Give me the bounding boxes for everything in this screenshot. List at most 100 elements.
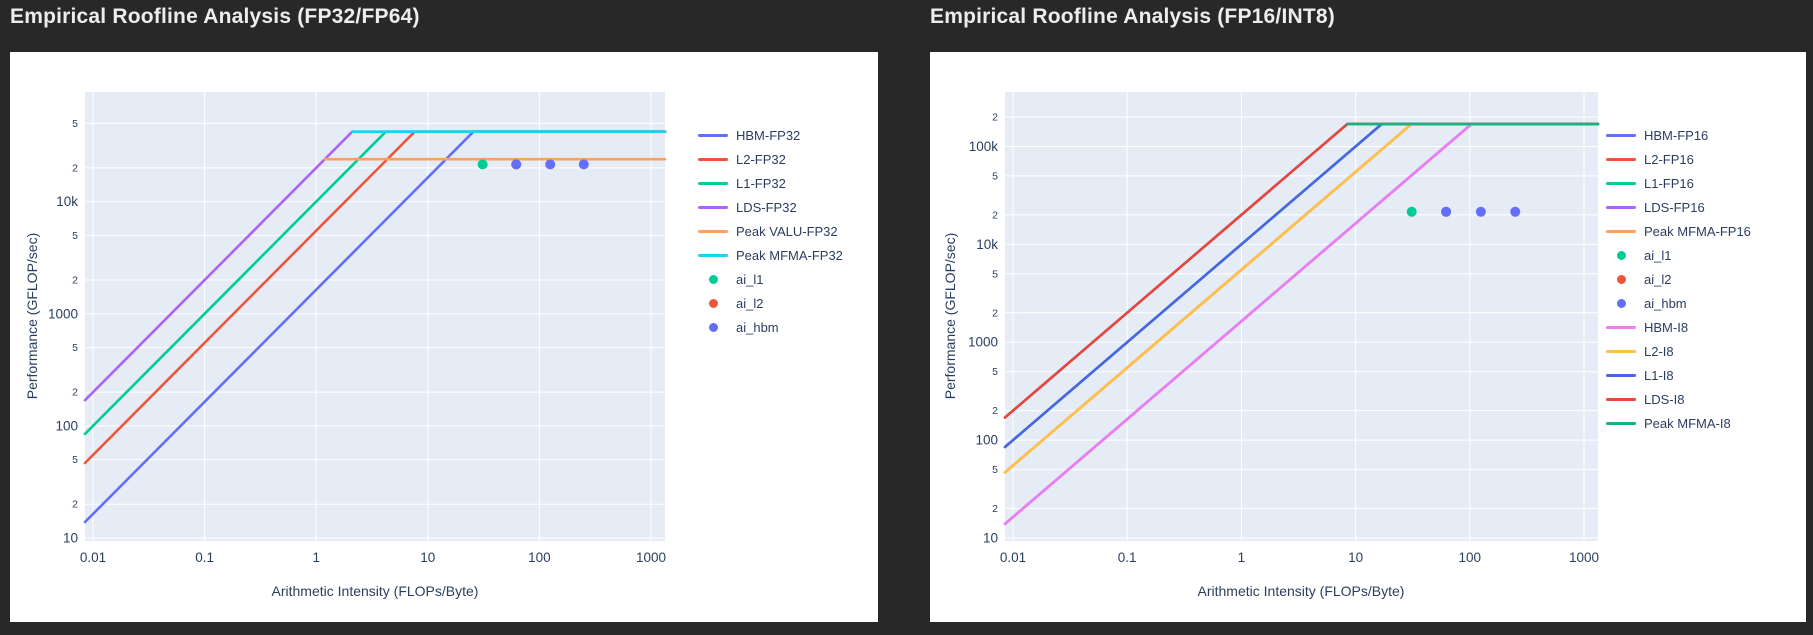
y-tick-label: 1000 bbox=[968, 335, 998, 350]
x-tick-label: 100 bbox=[1459, 550, 1482, 565]
data-point-ai_hbm[interactable] bbox=[1475, 206, 1486, 217]
roofline-card-fp32: 0.01 0.1 1 10 100 1000 10 2 5 100 2 5 1000 2 5 10k 2 5 Pe… bbox=[10, 52, 878, 622]
data-point-ai_hbm[interactable] bbox=[1441, 206, 1452, 217]
y-tick-label: 2 bbox=[992, 209, 998, 221]
y-axis-label: Performance (GFLOP/sec) bbox=[942, 232, 958, 400]
legend-item-l1-fp32[interactable]: L1-FP32 bbox=[698, 171, 843, 195]
y-tick-label: 10 bbox=[63, 531, 78, 546]
legend-item-l1-fp16[interactable]: L1-FP16 bbox=[1606, 171, 1751, 195]
legend-label: ai_l2 bbox=[1644, 271, 1672, 287]
legend-label: L1-FP32 bbox=[736, 175, 786, 191]
x-axis-label: Arithmetic Intensity (FLOPs/Byte) bbox=[1197, 583, 1405, 599]
chart-title-fp16-int8: Empirical Roofline Analysis (FP16/INT8) bbox=[930, 5, 1335, 28]
legend-item-ai-l2[interactable]: ai_l2 bbox=[1606, 267, 1751, 291]
y-tick-label: 10 bbox=[983, 531, 998, 546]
legend-item-ai-hbm[interactable]: ai_hbm bbox=[698, 315, 843, 339]
y-tick-label: 5 bbox=[72, 118, 78, 130]
legend-line-icon bbox=[698, 229, 728, 233]
y-tick-label: 5 bbox=[992, 464, 998, 476]
legend-item-l2-fp32[interactable]: L2-FP32 bbox=[698, 147, 843, 171]
x-tick-label: 10 bbox=[420, 550, 435, 565]
legend-line-icon bbox=[1606, 397, 1636, 401]
chart-title-fp32: Empirical Roofline Analysis (FP32/FP64) bbox=[10, 5, 420, 28]
x-tick-label: 1 bbox=[312, 550, 320, 565]
data-point-ai_l1[interactable] bbox=[1406, 206, 1417, 217]
legend-label: L1-I8 bbox=[1644, 367, 1674, 383]
legend-label: LDS-I8 bbox=[1644, 391, 1685, 407]
x-tick-label: 0.01 bbox=[1000, 550, 1026, 565]
legend-label: LDS-FP32 bbox=[736, 199, 797, 215]
legend-label: Peak MFMA-I8 bbox=[1644, 415, 1731, 431]
legend-marker-icon bbox=[698, 298, 728, 308]
y-tick-label: 10k bbox=[976, 237, 998, 252]
x-tick-label: 0.1 bbox=[1118, 550, 1137, 565]
legend-label: L2-FP32 bbox=[736, 151, 786, 167]
data-point-ai_hbm[interactable] bbox=[511, 159, 522, 170]
x-tick-label: 0.01 bbox=[80, 550, 106, 565]
legend-label: ai_l2 bbox=[736, 295, 764, 311]
legend-item-ai-l2[interactable]: ai_l2 bbox=[698, 291, 843, 315]
y-tick-label: 2 bbox=[992, 503, 998, 515]
y-tick-label: 2 bbox=[72, 274, 78, 286]
legend-item-peak-mfma-i8[interactable]: Peak MFMA-I8 bbox=[1606, 411, 1751, 435]
legend-item-hbm-fp16[interactable]: HBM-FP16 bbox=[1606, 123, 1751, 147]
legend-line-icon bbox=[1606, 325, 1636, 329]
y-tick-label: 10k bbox=[56, 194, 78, 209]
data-point-ai_l1[interactable] bbox=[477, 159, 488, 170]
y-tick-label: 2 bbox=[72, 162, 78, 174]
plot-area[interactable] bbox=[1005, 92, 1598, 541]
legend-line-icon bbox=[698, 253, 728, 257]
legend-line-icon bbox=[698, 205, 728, 209]
legend-item-peak-valu-fp32[interactable]: Peak VALU-FP32 bbox=[698, 219, 843, 243]
y-tick-label: 5 bbox=[992, 268, 998, 280]
data-point-ai_hbm[interactable] bbox=[545, 159, 556, 170]
y-tick-label: 2 bbox=[72, 387, 78, 399]
roofline-plot-fp32[interactable]: 0.01 0.1 1 10 100 1000 10 2 5 100 2 5 1000 2 5 10k 2 5 bbox=[10, 52, 878, 622]
legend-line-icon bbox=[1606, 373, 1636, 377]
legend-label: L2-I8 bbox=[1644, 343, 1674, 359]
y-tick-label: 5 bbox=[992, 366, 998, 378]
legend-label: ai_hbm bbox=[736, 319, 779, 335]
legend-item-hbm-fp32[interactable]: HBM-FP32 bbox=[698, 123, 843, 147]
legend-item-l2-fp16[interactable]: L2-FP16 bbox=[1606, 147, 1751, 171]
y-tick-label: 5 bbox=[72, 454, 78, 466]
y-tick-label: 2 bbox=[72, 499, 78, 511]
legend-item-lds-fp16[interactable]: LDS-FP16 bbox=[1606, 195, 1751, 219]
x-axis-label: Arithmetic Intensity (FLOPs/Byte) bbox=[271, 583, 479, 599]
legend-item-peak-mfma-fp32[interactable]: Peak MFMA-FP32 bbox=[698, 243, 843, 267]
legend-label: Peak VALU-FP32 bbox=[736, 223, 838, 239]
legend-line-icon bbox=[698, 133, 728, 137]
legend-marker-icon bbox=[698, 322, 728, 332]
legend-label: L1-FP16 bbox=[1644, 175, 1694, 191]
legend-item-ai-hbm[interactable]: ai_hbm bbox=[1606, 291, 1751, 315]
legend-marker-icon bbox=[1606, 298, 1636, 308]
legend-marker-icon bbox=[1606, 274, 1636, 284]
legend-item-l1-i8[interactable]: L1-I8 bbox=[1606, 363, 1751, 387]
legend-line-icon bbox=[698, 157, 728, 161]
legend-line-icon bbox=[698, 181, 728, 185]
legend-item-hbm-i8[interactable]: HBM-I8 bbox=[1606, 315, 1751, 339]
x-tick-label: 100 bbox=[528, 550, 551, 565]
x-tick-label: 1000 bbox=[1569, 550, 1599, 565]
x-tick-label: 10 bbox=[1348, 550, 1363, 565]
y-tick-label: 100 bbox=[975, 433, 998, 448]
legend-label: HBM-I8 bbox=[1644, 319, 1689, 335]
legend-label: ai_l1 bbox=[736, 271, 764, 287]
data-point-ai_hbm[interactable] bbox=[578, 159, 589, 170]
legend-line-icon bbox=[1606, 421, 1636, 425]
roofline-card-fp16-int8: 0.01 0.1 1 10 100 1000 10 2 5 100 2 5 1000 2 5 10k 2 5 100… bbox=[930, 52, 1806, 622]
legend-line-icon bbox=[1606, 229, 1636, 233]
y-tick-label: 100 bbox=[55, 418, 78, 433]
y-axis-label: Performance (GFLOP/sec) bbox=[24, 232, 40, 400]
legend-item-lds-fp32[interactable]: LDS-FP32 bbox=[698, 195, 843, 219]
legend-item-l2-i8[interactable]: L2-I8 bbox=[1606, 339, 1751, 363]
x-tick-label: 1000 bbox=[636, 550, 666, 565]
legend-item-lds-i8[interactable]: LDS-I8 bbox=[1606, 387, 1751, 411]
legend-item-ai-l1[interactable]: ai_l1 bbox=[1606, 243, 1751, 267]
data-point-ai_hbm[interactable] bbox=[1510, 206, 1521, 217]
roofline-plot-fp16-int8[interactable]: 0.01 0.1 1 10 100 1000 10 2 5 100 2 5 1000 2 5 10k 2 5 100… bbox=[930, 52, 1806, 622]
legend-item-peak-mfma-fp16[interactable]: Peak MFMA-FP16 bbox=[1606, 219, 1751, 243]
plot-area[interactable] bbox=[85, 92, 665, 541]
legend-item-ai-l1[interactable]: ai_l1 bbox=[698, 267, 843, 291]
legend-label: Peak MFMA-FP32 bbox=[736, 247, 843, 263]
